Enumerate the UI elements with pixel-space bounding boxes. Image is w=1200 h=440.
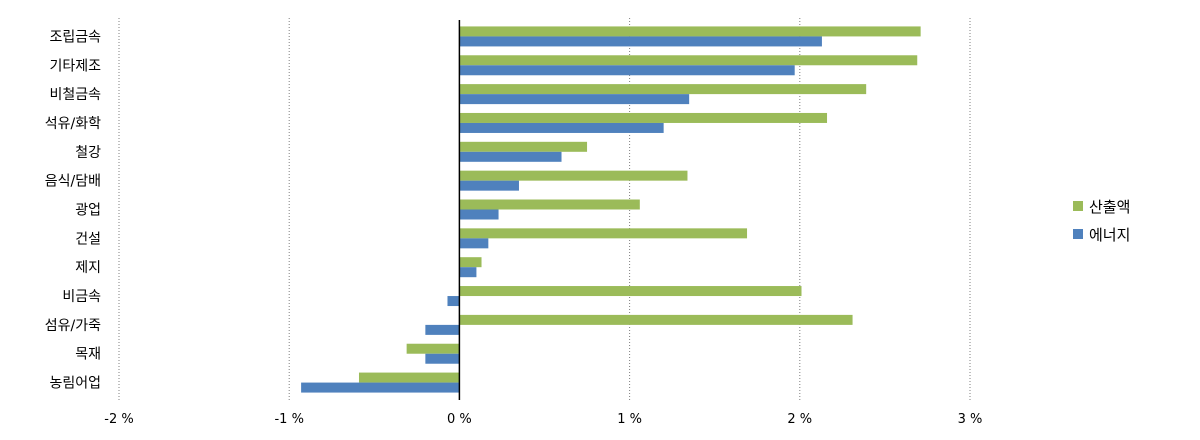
bar-output — [459, 84, 867, 95]
category-labels: 조립금속기타제조비철금속석유/화학철강음식/담배광업건설제지비금속섬유/가죽목재… — [45, 29, 101, 391]
category-label: 조립금속 — [49, 29, 101, 45]
legend-swatch — [1073, 229, 1083, 239]
category-label: 건설 — [75, 231, 101, 247]
category-label: 비금속 — [62, 289, 101, 305]
category-label: 농림어업 — [49, 376, 101, 392]
x-tick-label: 0 % — [447, 412, 472, 427]
legend-swatch — [1073, 201, 1083, 211]
bar-output — [459, 26, 921, 37]
bar-output — [459, 170, 688, 181]
bar-output — [459, 141, 588, 152]
bar-output — [459, 112, 828, 123]
bar-energy — [425, 324, 460, 335]
x-tick-label: -2 % — [104, 412, 133, 427]
category-label: 목재 — [75, 347, 101, 363]
legend-label: 에너지 — [1089, 226, 1130, 244]
bar-energy — [447, 296, 460, 307]
bar-output — [459, 199, 640, 210]
category-label: 석유/화학 — [45, 116, 101, 132]
x-tick-label: 1 % — [617, 412, 642, 427]
bars — [301, 26, 921, 393]
bar-energy — [425, 353, 460, 364]
bar-energy — [459, 65, 795, 76]
gridlines — [118, 18, 971, 400]
bar-output — [358, 372, 460, 383]
bar-energy — [301, 382, 460, 393]
bar-output — [459, 286, 802, 297]
x-tick-label: 2 % — [787, 412, 812, 427]
bar-output — [459, 55, 918, 66]
category-label: 비철금속 — [49, 87, 101, 103]
category-label: 섬유/가죽 — [45, 318, 101, 334]
bar-energy — [459, 238, 489, 249]
category-label: 기타제조 — [49, 58, 101, 74]
category-label: 광업 — [75, 203, 101, 219]
bar-output — [406, 343, 460, 354]
bar-energy — [459, 94, 690, 105]
bar-energy — [459, 180, 519, 191]
bar-output — [459, 257, 482, 268]
category-label: 음식/담배 — [45, 174, 101, 190]
x-tick-labels: -2 % -1 % 0 % 1 % 2 % 3 % — [104, 412, 982, 427]
bar-energy — [459, 36, 822, 47]
x-tick-label: -1 % — [274, 412, 303, 427]
bar-energy — [459, 267, 477, 278]
category-label: 철강 — [75, 145, 101, 161]
x-tick-label: 3 % — [958, 412, 983, 427]
legend-label: 산출액 — [1089, 198, 1130, 216]
bar-energy — [459, 122, 664, 133]
bar-energy — [459, 209, 499, 220]
bar-output — [459, 314, 853, 325]
bar-energy — [459, 151, 562, 162]
bar-output — [459, 228, 748, 239]
category-label: 제지 — [75, 260, 101, 276]
